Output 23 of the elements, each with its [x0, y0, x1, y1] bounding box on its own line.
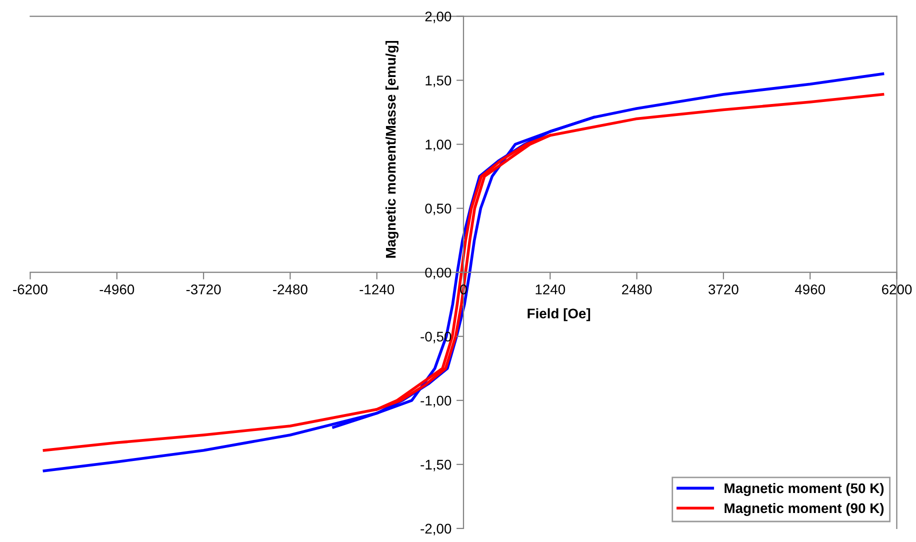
- legend-label: Magnetic moment (50 K): [724, 482, 884, 496]
- y-axis-title: Magnetic moment/Masse [emu/g]: [386, 41, 399, 258]
- x-tick-label: -1240: [360, 284, 394, 294]
- y-tick-label: 1,50: [426, 76, 452, 88]
- x-tick-label: -6200: [13, 284, 48, 294]
- y-tick-label: -1,00: [420, 396, 452, 408]
- y-tick-label: 2,00: [425, 12, 452, 24]
- x-tick-label: 3720: [708, 284, 738, 294]
- x-axis-title: Field [Oe]: [528, 308, 590, 322]
- x-tick-label: 6200: [882, 284, 912, 294]
- y-tick-label: 0,00: [425, 268, 452, 280]
- y-tick-label: -1,50: [420, 460, 452, 472]
- y-tick-label: 0,50: [425, 204, 452, 216]
- x-tick-label: -4960: [100, 284, 134, 294]
- x-tick-label: -3720: [186, 284, 221, 294]
- legend-label: Magnetic moment (90 K): [724, 502, 884, 516]
- x-tick-label: 0: [460, 284, 467, 294]
- x-tick-label: -2480: [273, 284, 308, 294]
- x-tick-label: 2480: [622, 284, 652, 294]
- y-tick-label: -2,00: [420, 524, 452, 536]
- x-tick-label: 1240: [536, 284, 566, 294]
- x-tick-label: 4960: [794, 284, 826, 294]
- y-tick-label: 1,00: [426, 140, 452, 152]
